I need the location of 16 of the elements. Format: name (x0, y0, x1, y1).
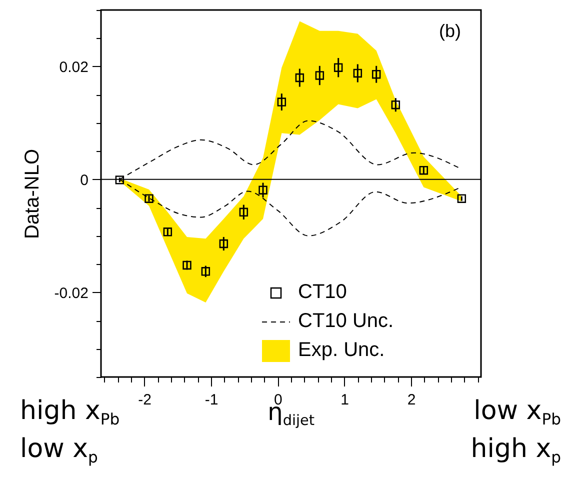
legend-label: Exp. Unc. (298, 339, 385, 362)
legend-label: CT10 (298, 281, 347, 304)
x-tick-label: 2 (407, 392, 416, 408)
text: low x$_{Pb}$ (474, 396, 561, 428)
annotation: (b) (439, 21, 461, 41)
y-tick-label: 0 (80, 172, 88, 189)
legend-label: CT10 Unc. (298, 310, 394, 333)
x-tick-label: -2 (138, 392, 152, 408)
text: high x$_{p}$ (470, 434, 561, 466)
text: high x$_{Pb}$ (20, 396, 120, 428)
x-tick-label: -1 (204, 392, 218, 408)
text: low x$_{p}$ (20, 434, 98, 466)
y-tick-label: -0.02 (54, 284, 88, 302)
y-axis-title: Data-NLO (21, 148, 44, 240)
x-tick-label: 1 (340, 392, 350, 408)
y-tick-label: 0.02 (59, 58, 88, 76)
